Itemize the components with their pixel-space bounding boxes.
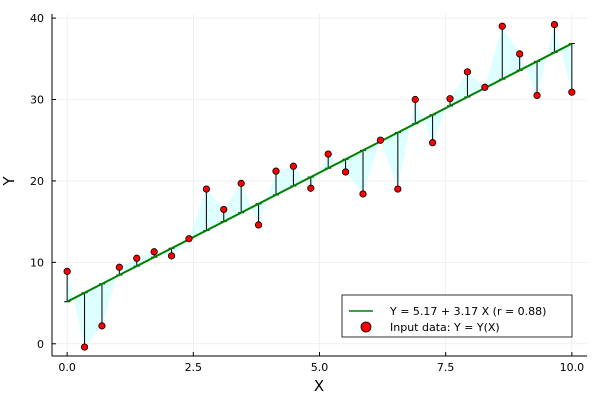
x-axis-title: X	[314, 377, 324, 395]
data-point	[394, 185, 402, 193]
data-point	[359, 190, 367, 198]
x-tick-label: 7.5	[437, 361, 455, 374]
data-point	[463, 68, 472, 76]
data-points	[63, 20, 576, 351]
data-point	[446, 95, 454, 103]
y-tick-label: 10	[30, 256, 44, 269]
data-point	[254, 221, 263, 229]
data-point	[376, 136, 385, 144]
data-point	[411, 95, 419, 104]
x-tick-label: 2.5	[185, 361, 203, 374]
data-point	[341, 168, 350, 176]
data-point	[516, 50, 524, 58]
data-point	[202, 185, 210, 193]
data-point	[150, 248, 158, 256]
data-point	[550, 20, 559, 29]
legend-data-swatch	[360, 321, 372, 333]
y-tick-label: 0	[37, 338, 44, 351]
data-point	[98, 322, 106, 330]
data-point	[481, 83, 489, 91]
x-tick-label: 5.0	[311, 361, 329, 374]
data-point	[568, 88, 576, 96]
data-point	[429, 139, 437, 147]
axes-frame	[51, 14, 587, 357]
data-point	[237, 179, 245, 187]
grid	[52, 14, 587, 356]
x-tick-label: 10.0	[560, 361, 585, 374]
y-tick-label: 20	[30, 175, 44, 188]
data-point	[220, 205, 228, 214]
legend-box	[341, 294, 573, 338]
data-point	[272, 167, 280, 175]
data-point	[289, 162, 298, 170]
y-axis-title: Y	[0, 176, 18, 187]
legend: Y = 5.17 + 3.17 X (r = 0.88) Input data:…	[341, 294, 573, 338]
data-point	[80, 343, 89, 351]
data-point	[63, 267, 71, 275]
data-point	[133, 254, 141, 262]
data-point	[167, 252, 176, 260]
legend-data-label: Input data: Y = Y(X)	[390, 321, 500, 334]
y-tick-label: 30	[30, 94, 44, 107]
x-tick-label: 0.0	[58, 361, 76, 374]
data-point	[307, 184, 315, 192]
data-point	[498, 22, 506, 30]
legend-fit-label: Y = 5.17 + 3.17 X (r = 0.88)	[389, 305, 546, 318]
data-point	[115, 263, 123, 271]
data-point	[185, 235, 193, 243]
data-point	[533, 91, 541, 100]
data-point	[324, 150, 332, 158]
y-tick-label: 40	[30, 12, 44, 25]
tick-labels: 0.0 2.5 5.0 7.5 10.0 0 10 20 30 40	[30, 12, 584, 374]
